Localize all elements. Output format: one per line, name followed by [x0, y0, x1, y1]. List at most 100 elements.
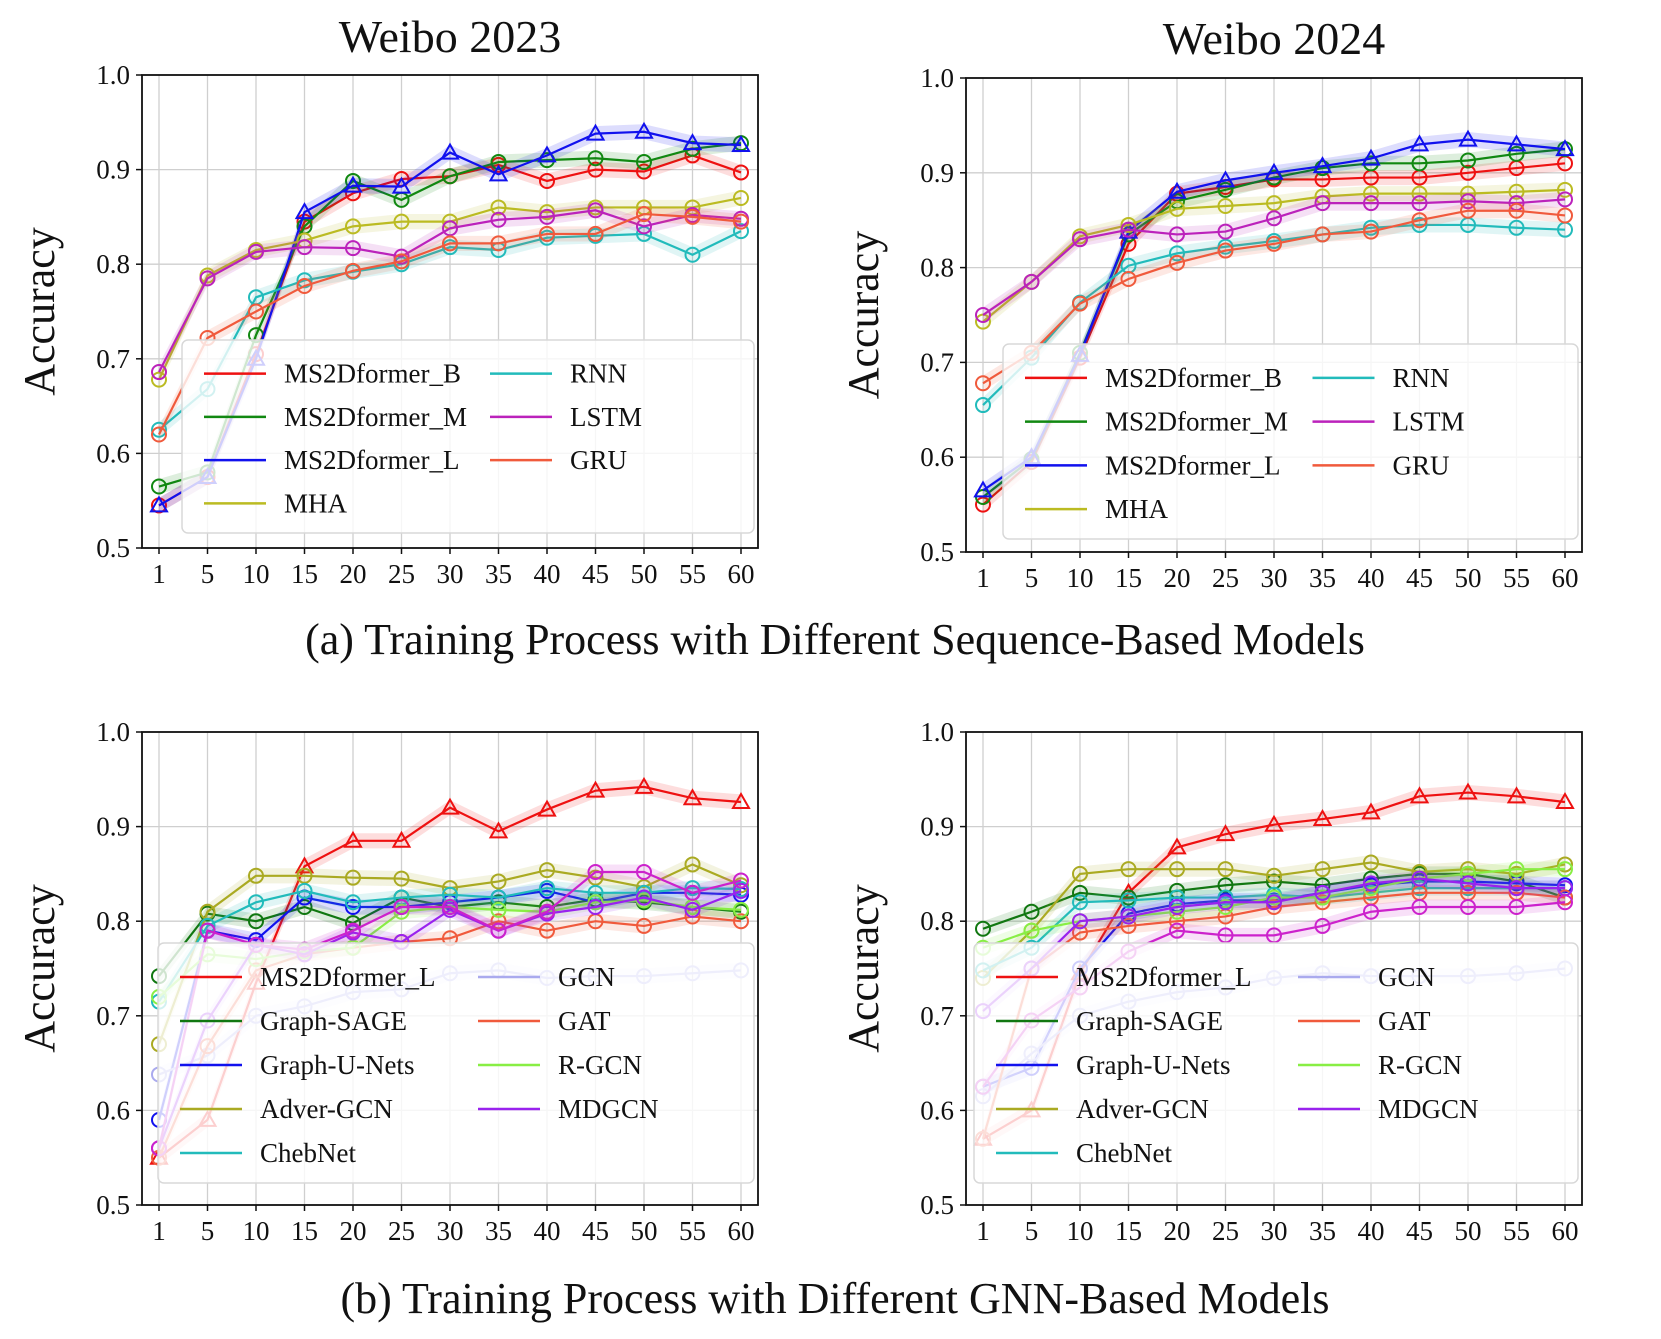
data-point	[391, 176, 412, 194]
data-point	[488, 164, 509, 182]
legend: MS2Dformer_B MS2Dformer_M MS2Dformer_L MHA R…	[1002, 343, 1579, 540]
data-point	[539, 204, 555, 221]
series-band	[159, 223, 741, 438]
data-point	[1411, 185, 1428, 202]
data-point	[345, 869, 361, 886]
series-lstm	[151, 202, 749, 381]
data-point	[1120, 221, 1137, 238]
data-point	[585, 780, 606, 798]
data-point	[1169, 922, 1185, 939]
data-point	[1120, 917, 1137, 934]
data-point	[587, 894, 604, 911]
data-point	[393, 253, 410, 270]
data-point	[1169, 226, 1185, 243]
y-tick-label: 0.5	[96, 533, 130, 563]
legend-label: R-GCN	[1378, 1050, 1462, 1080]
legend-entry: MS2Dformer_L	[204, 445, 459, 475]
data-point	[539, 922, 555, 939]
series-band	[983, 871, 1565, 1019]
data-point	[733, 913, 749, 930]
y-tick-label: 0.5	[920, 1190, 954, 1220]
data-point	[199, 270, 216, 287]
x-tick-label: 50	[631, 1216, 658, 1246]
y-tick-label: 1.0	[920, 63, 954, 93]
data-point	[682, 788, 703, 806]
data-point	[1363, 903, 1379, 920]
legend-label: GRU	[1393, 450, 1450, 480]
data-point	[1411, 216, 1428, 233]
data-point	[490, 154, 507, 171]
legend-label: Graph-U-Nets	[260, 1050, 414, 1080]
y-tick-label: 0.5	[96, 1190, 130, 1220]
data-point	[537, 145, 557, 163]
data-point	[684, 246, 701, 263]
data-point	[1072, 231, 1088, 248]
data-point	[1411, 899, 1428, 916]
x-tick-label: 60	[1552, 563, 1579, 593]
x-tick-label: 40	[1358, 563, 1385, 593]
legend-label: GAT	[558, 1006, 611, 1036]
data-point	[1363, 880, 1379, 897]
data-point	[1557, 207, 1573, 224]
legend-label: MS2Dformer_M	[1105, 407, 1288, 437]
y-tick-label: 0.7	[96, 344, 130, 374]
data-point	[587, 225, 604, 242]
x-tick-label: 15	[1115, 563, 1142, 593]
series-band	[983, 191, 1565, 323]
legend-label: MHA	[1105, 494, 1169, 524]
data-point	[1072, 924, 1088, 941]
data-point	[248, 867, 264, 884]
data-point	[636, 218, 652, 235]
series-line	[982, 198, 1566, 316]
x-tick-label: 35	[485, 559, 512, 589]
data-point	[1167, 181, 1187, 199]
legend: MS2Dformer_L Graph-SAGE Graph-U-Nets Adver-…	[157, 942, 755, 1184]
legend-label: Adver-GCN	[260, 1094, 393, 1124]
legend-box	[181, 339, 755, 534]
data-point	[490, 211, 507, 228]
legend-entry: MS2Dformer_L	[1025, 450, 1280, 480]
data-point	[1458, 782, 1478, 800]
data-point	[1411, 212, 1428, 229]
chart-panels: 1 5 10 15 20 25 30 35 40 45 50 55 600.50.60.70.80.91…	[15, 11, 1583, 1246]
data-point	[1215, 824, 1236, 842]
data-point	[248, 243, 264, 260]
x-tick-label: 45	[1406, 1216, 1433, 1246]
data-point	[1460, 865, 1476, 882]
x-tick-label: 45	[582, 559, 609, 589]
y-tick-label: 0.8	[920, 253, 954, 283]
data-point	[585, 123, 606, 141]
data-point	[1506, 134, 1527, 152]
legend-label: MS2Dformer_L	[1105, 450, 1280, 480]
legend-label: GAT	[1378, 1006, 1431, 1036]
legend-label: MS2Dformer_M	[284, 402, 467, 432]
data-point	[1557, 894, 1573, 911]
data-point	[636, 917, 652, 934]
legend-label: GCN	[558, 962, 615, 992]
data-point	[490, 889, 507, 906]
data-point	[1508, 183, 1525, 200]
legend-entry: Graph-SAGE	[996, 1006, 1223, 1036]
chart-title: Weibo 2023	[339, 11, 561, 62]
x-tick-label: 55	[679, 559, 706, 589]
x-tick-label: 55	[679, 1216, 706, 1246]
data-point	[1458, 129, 1478, 147]
data-point	[1508, 145, 1525, 162]
legend: MS2Dformer_L Graph-SAGE Graph-U-Nets Adver-…	[973, 942, 1579, 1184]
y-tick-label: 1.0	[96, 60, 130, 90]
x-tick-label: 1	[152, 1216, 166, 1246]
data-point	[393, 903, 410, 920]
legend-label: LSTM	[570, 402, 642, 432]
data-point	[1120, 861, 1137, 878]
data-point	[975, 375, 991, 392]
x-tick-label: 5	[201, 1216, 215, 1246]
x-tick-label: 25	[388, 1216, 415, 1246]
data-point	[1314, 861, 1331, 878]
legend-label: RNN	[570, 359, 627, 389]
legend-entry: Adver-GCN	[180, 1094, 393, 1124]
data-point	[1167, 837, 1187, 855]
y-tick-label: 0.8	[920, 906, 954, 936]
data-point	[1120, 892, 1137, 909]
legend-entry: LSTM	[1312, 407, 1465, 437]
data-point	[1460, 152, 1476, 169]
